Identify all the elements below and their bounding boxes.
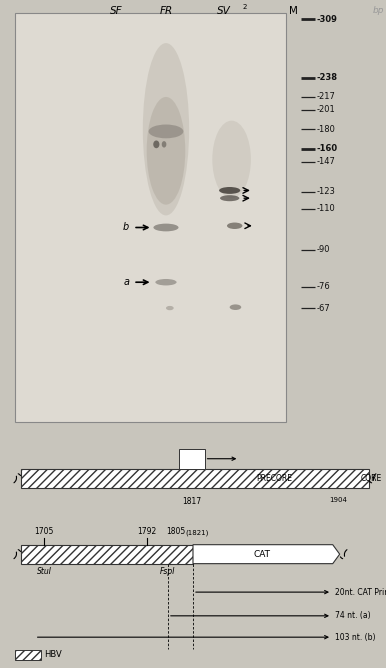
Ellipse shape bbox=[212, 121, 251, 198]
Text: -160: -160 bbox=[317, 144, 338, 153]
Text: -201: -201 bbox=[317, 106, 335, 114]
Bar bbox=[15, 13, 286, 422]
Text: -217: -217 bbox=[317, 92, 335, 102]
Bar bbox=[15, 650, 41, 660]
Text: -238: -238 bbox=[317, 73, 337, 82]
Text: -147: -147 bbox=[317, 157, 335, 166]
Text: StuI: StuI bbox=[37, 567, 52, 576]
Ellipse shape bbox=[230, 305, 241, 310]
Text: HBV: HBV bbox=[44, 651, 62, 659]
Bar bbox=[21, 469, 369, 488]
Text: b: b bbox=[123, 222, 129, 232]
Text: -90: -90 bbox=[317, 245, 330, 255]
Text: 74 nt. (a): 74 nt. (a) bbox=[335, 611, 371, 621]
Ellipse shape bbox=[147, 97, 185, 204]
Text: SV: SV bbox=[217, 7, 231, 17]
Ellipse shape bbox=[166, 306, 174, 310]
Text: PRECORE: PRECORE bbox=[256, 474, 292, 483]
Text: CAT: CAT bbox=[254, 550, 271, 558]
Text: -76: -76 bbox=[317, 282, 330, 291]
Polygon shape bbox=[193, 544, 340, 564]
Ellipse shape bbox=[154, 224, 178, 231]
Text: 20nt. CAT Primer: 20nt. CAT Primer bbox=[335, 588, 386, 597]
Text: 2: 2 bbox=[243, 4, 247, 10]
Text: -180: -180 bbox=[317, 125, 335, 134]
Text: 1705: 1705 bbox=[35, 527, 54, 536]
Text: 103 nt. (b): 103 nt. (b) bbox=[335, 633, 376, 642]
Text: (1821): (1821) bbox=[185, 529, 208, 536]
Text: -67: -67 bbox=[317, 303, 330, 313]
Text: 1792: 1792 bbox=[137, 527, 156, 536]
Text: FR: FR bbox=[159, 7, 173, 17]
Ellipse shape bbox=[149, 124, 183, 138]
Text: 1817: 1817 bbox=[182, 497, 201, 506]
Text: bp: bp bbox=[372, 7, 384, 15]
Text: 1805: 1805 bbox=[166, 527, 185, 536]
Ellipse shape bbox=[219, 187, 240, 194]
Ellipse shape bbox=[155, 279, 177, 285]
Text: M: M bbox=[289, 7, 298, 17]
Ellipse shape bbox=[220, 195, 239, 201]
Ellipse shape bbox=[153, 140, 159, 148]
Ellipse shape bbox=[162, 141, 166, 148]
Bar bbox=[179, 449, 205, 469]
Text: CORE: CORE bbox=[361, 474, 382, 483]
Text: -123: -123 bbox=[317, 187, 335, 196]
Text: SF: SF bbox=[110, 7, 122, 17]
Text: -110: -110 bbox=[317, 204, 335, 214]
Text: FspI: FspI bbox=[160, 567, 176, 576]
Ellipse shape bbox=[227, 222, 242, 229]
Text: a: a bbox=[123, 277, 129, 287]
Ellipse shape bbox=[143, 43, 189, 215]
Text: 1904: 1904 bbox=[329, 497, 347, 503]
Bar bbox=[21, 544, 193, 564]
Text: -309: -309 bbox=[317, 15, 337, 24]
